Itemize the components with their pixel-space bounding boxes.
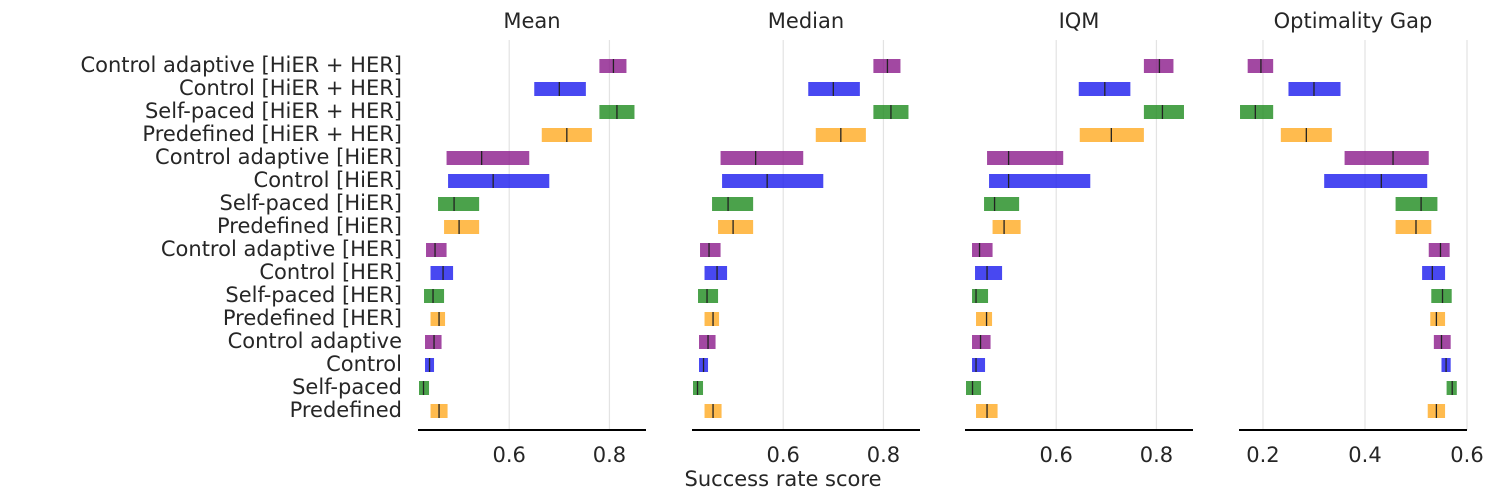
interval-bar [704,312,720,326]
panel-3: Optimality Gap 0.2 0.4 0.6 [1239,9,1484,467]
interval-bar [992,220,1021,234]
tick-label: 0.4 [1348,443,1381,467]
interval-bar [989,174,1091,188]
tick-label: 0.8 [593,443,626,467]
panel-1: Median 0.6 0.8 [692,9,920,467]
method-label: Predefined [HiER + HER] [142,122,402,146]
interval-bar [972,289,989,303]
interval-bar [972,335,991,349]
interval-bar [704,266,728,280]
tick-label: 0.8 [867,443,900,467]
interval-bar [430,266,454,280]
panels: Mean 0.6 0.8 Median 0.6 0.8 IQM 0.6 0.8 Optimalit… [418,9,1484,467]
interval-bar [424,289,445,303]
interval-bar [987,151,1064,165]
method-label: Self-paced [HER] [225,283,402,307]
tick-label: 0.6 [492,443,525,467]
interval-bar [425,335,442,349]
interval-bar [534,82,586,96]
tick-label: 0.6 [1039,443,1072,467]
tick-label: 0.6 [1450,443,1483,467]
interval-bar [808,82,860,96]
method-label: Control adaptive [228,329,402,353]
method-label: Control [326,352,402,376]
panel-0: Mean 0.6 0.8 [418,9,646,467]
interval-bar [1431,289,1452,303]
panel-2: IQM 0.6 0.8 [965,9,1193,467]
method-label: Control [HiER] [254,168,402,192]
interval-bar [1324,174,1428,188]
interval-bar [976,312,993,326]
interval-bar [972,243,993,257]
interval-bar [1428,243,1450,257]
panel-title: Optimality Gap [1274,9,1433,33]
method-label: Control [HER] [259,260,402,284]
tick-label: 0.6 [766,443,799,467]
interval-bar [1433,335,1451,349]
method-label: Self-paced [HiER] [220,191,402,215]
interval-bar [722,174,824,188]
interval-bar [444,220,480,234]
interval-bar [972,358,986,372]
interval-bar [1143,105,1184,119]
interval-bar [718,220,754,234]
interval-bar [426,243,447,257]
interval-bar [984,197,1020,211]
interval-bar [1395,220,1432,234]
interval-bar [1240,105,1274,119]
interval-bar [430,312,446,326]
method-label: Self-paced [HiER + HER] [145,99,402,123]
interval-bar [700,243,721,257]
interval-bar [975,266,1003,280]
method-label: Predefined [HER] [223,306,402,330]
x-axis-label: Success rate score [685,467,882,491]
interval-bar [1143,59,1174,73]
interval-bar [1422,266,1446,280]
interval-bar [1395,197,1438,211]
tick-label: 0.2 [1246,443,1279,467]
panel-title: IQM [1059,9,1100,33]
method-label: Predefined [290,398,402,422]
interval-bar [1344,151,1429,165]
panel-title: Mean [503,9,560,33]
method-labels: Control adaptive [HiER + HER]Control [Hi… [80,53,402,422]
method-label: Predefined [HiER] [217,214,402,238]
interval-bar [438,197,480,211]
method-label: Control adaptive [HiER + HER] [80,53,402,77]
interval-bar [720,151,804,165]
interval-bar [698,289,719,303]
interval-bar [1430,312,1446,326]
interval-bar [448,174,550,188]
interval-bar [712,197,754,211]
method-label: Control [HiER + HER] [179,76,402,100]
panel-title: Median [768,9,844,33]
tick-label: 0.8 [1140,443,1173,467]
interval-bar [966,381,982,395]
method-label: Self-paced [292,375,402,399]
method-label: Control adaptive [HiER] [155,145,402,169]
method-label: Control adaptive [HER] [161,237,402,261]
interval-bar [446,151,530,165]
interval-bar [699,335,716,349]
